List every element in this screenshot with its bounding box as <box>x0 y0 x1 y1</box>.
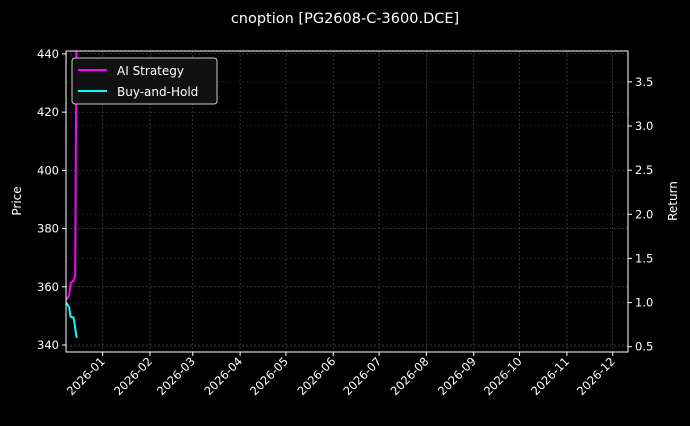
legend-label-ai-strategy: AI Strategy <box>117 64 184 78</box>
chart-title: cnoption [PG2608-C-3600.DCE] <box>231 11 459 27</box>
y-left-tick-label: 420 <box>37 105 59 119</box>
y-left-tick-label: 440 <box>37 47 59 61</box>
y-right-label: Return <box>666 181 680 221</box>
series-line-ai-strategy <box>66 51 78 301</box>
grid <box>66 51 628 352</box>
y-left-tick-label: 400 <box>37 163 59 177</box>
x-tick-label: 2026-05 <box>247 354 291 398</box>
x-tick-label: 2026-08 <box>388 354 432 398</box>
series-lines <box>66 51 78 339</box>
y-right-tick-label: 3.5 <box>635 75 653 89</box>
x-tick-label: 2026-01 <box>64 354 108 398</box>
x-tick-label: 2026-04 <box>201 354 245 398</box>
y-right-tick-label: 2.0 <box>635 207 653 221</box>
legend: AI Strategy Buy-and-Hold <box>71 57 218 105</box>
y-left-tick-label: 340 <box>37 338 59 352</box>
y-left-tick-label: 380 <box>37 222 59 236</box>
x-tick-label: 2026-09 <box>435 354 479 398</box>
y-right-tick-label: 2.5 <box>635 163 653 177</box>
y-left-label: Price <box>10 186 24 215</box>
y-right-tick-label: 1.0 <box>635 296 653 310</box>
y-left-tick-label: 360 <box>37 280 59 294</box>
legend-label-buy-and-hold: Buy-and-Hold <box>117 85 198 99</box>
legend-box <box>71 57 218 105</box>
x-tick-label: 2026-07 <box>340 354 384 398</box>
x-tick-label: 2026-02 <box>111 354 155 398</box>
x-tick-label: 2026-03 <box>154 354 198 398</box>
x-tick-label: 2026-12 <box>574 354 618 398</box>
x-tick-label: 2026-10 <box>481 354 525 398</box>
y-right-tick-label: 0.5 <box>635 340 653 354</box>
series-line-buy-and-hold <box>66 302 78 339</box>
y-right-tick-label: 1.5 <box>635 251 653 265</box>
x-tick-label: 2026-11 <box>528 354 572 398</box>
plot-frame <box>65 50 629 353</box>
x-tick-label: 2026-06 <box>294 354 338 398</box>
y-right-tick-label: 3.0 <box>635 119 653 133</box>
